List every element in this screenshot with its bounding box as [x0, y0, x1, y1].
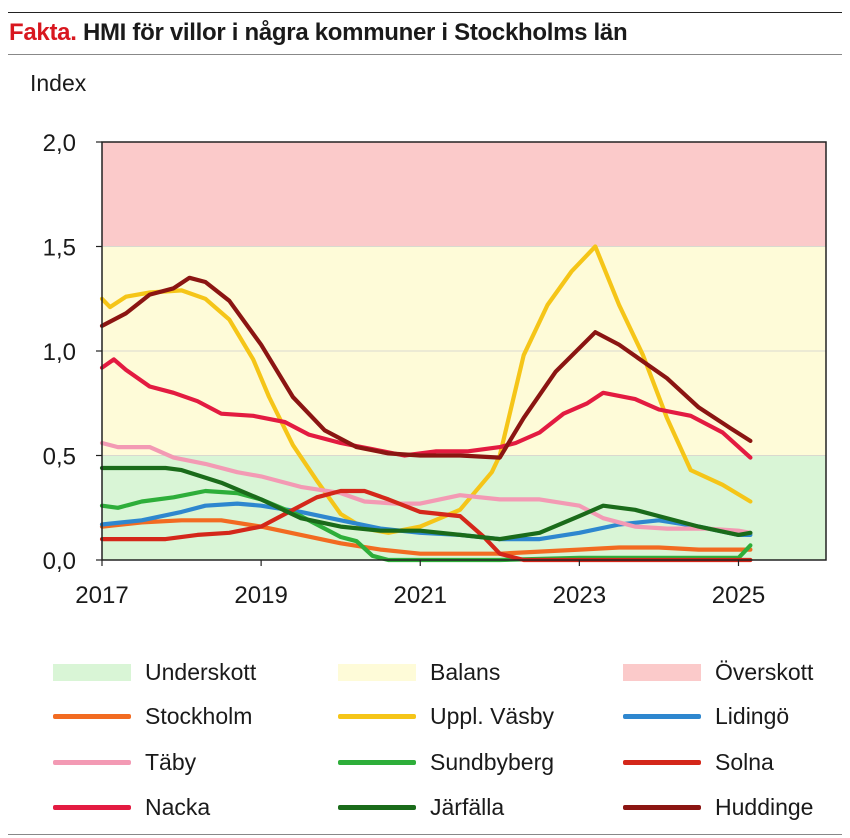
y-tick-label: 0,0 — [43, 548, 76, 575]
hmi-line-chart: 2017 2019 2021 2023 2025 0,0 0,5 1,0 1,5 2,0 Ind… — [30, 70, 827, 609]
legend-swatch — [623, 759, 701, 765]
x-tick-label: 2025 — [712, 582, 765, 609]
legend-label: Uppl. Väsby — [430, 702, 555, 729]
y-axis-label: Index — [30, 70, 87, 96]
legend-label: Balans — [430, 658, 501, 685]
series-line-huddinge — [99, 275, 753, 460]
y-tick-label: 1,0 — [43, 339, 76, 366]
series-line-täby — [99, 440, 753, 535]
y-tick-label: 0,5 — [43, 444, 76, 471]
legend-item: Täby — [20, 742, 310, 782]
legend-item: Uppl. Väsby — [305, 696, 595, 736]
headline-title: HMI för villor i några kommuner i Stockh… — [82, 19, 628, 46]
legend-item: Överskott — [590, 652, 850, 692]
x-axis: 2017 2019 2021 2023 2025 — [75, 560, 765, 609]
x-tick-label: 2021 — [394, 582, 447, 609]
legend-swatch — [338, 804, 416, 810]
legend-swatch — [623, 804, 701, 810]
legend-item: Sundbyberg — [305, 742, 595, 782]
y-axis: 0,0 0,5 1,0 1,5 2,0 — [43, 130, 102, 575]
legend-swatch — [53, 663, 131, 681]
chart-legend: Underskott Balans Överskott Stockholm Uppl. … — [20, 646, 850, 832]
x-tick-label: 2019 — [234, 582, 287, 609]
legend-swatch — [53, 713, 131, 719]
x-tick-label: 2023 — [553, 582, 606, 609]
band-överskott — [102, 142, 826, 247]
legend-label: Järfälla — [430, 793, 505, 820]
header-bottom-rule — [8, 54, 842, 55]
x-tick-label: 2017 — [75, 582, 128, 609]
y-tick-label: 2,0 — [43, 130, 76, 157]
legend-label: Lidingö — [715, 702, 790, 729]
legend-swatch — [623, 663, 701, 681]
legend-label: Täby — [145, 748, 197, 775]
headline-tag: Fakta. — [9, 19, 77, 46]
legend-swatch — [338, 663, 416, 681]
legend-label: Stockholm — [145, 702, 253, 729]
legend-item: Järfälla — [305, 787, 595, 827]
legend-swatch — [53, 804, 131, 810]
legend-swatch — [623, 713, 701, 719]
legend-item: Underskott — [20, 652, 310, 692]
legend-label: Överskott — [715, 658, 814, 685]
legend-swatch — [338, 713, 416, 719]
page-headline: Fakta. HMI för villor i några kommuner i… — [9, 19, 628, 47]
legend-label: Underskott — [145, 658, 257, 685]
legend-item: Lidingö — [590, 696, 850, 736]
y-tick-label: 1,5 — [43, 235, 76, 262]
legend-swatch — [338, 759, 416, 765]
legend-label: Solna — [715, 748, 774, 775]
legend-label: Nacka — [145, 793, 211, 820]
series-lines — [99, 244, 753, 563]
series-line-järfälla — [99, 465, 753, 542]
legend-item: Huddinge — [590, 787, 850, 827]
legend-item: Stockholm — [20, 696, 310, 736]
legend-item: Solna — [590, 742, 850, 782]
legend-label: Sundbyberg — [430, 748, 555, 775]
series-line-stockholm — [99, 518, 753, 556]
legend-item: Balans — [305, 652, 595, 692]
header-top-rule — [8, 12, 842, 13]
legend-swatch — [53, 759, 131, 765]
legend-label: Huddinge — [715, 793, 814, 820]
legend-item: Nacka — [20, 787, 310, 827]
footer-rule — [8, 834, 842, 835]
